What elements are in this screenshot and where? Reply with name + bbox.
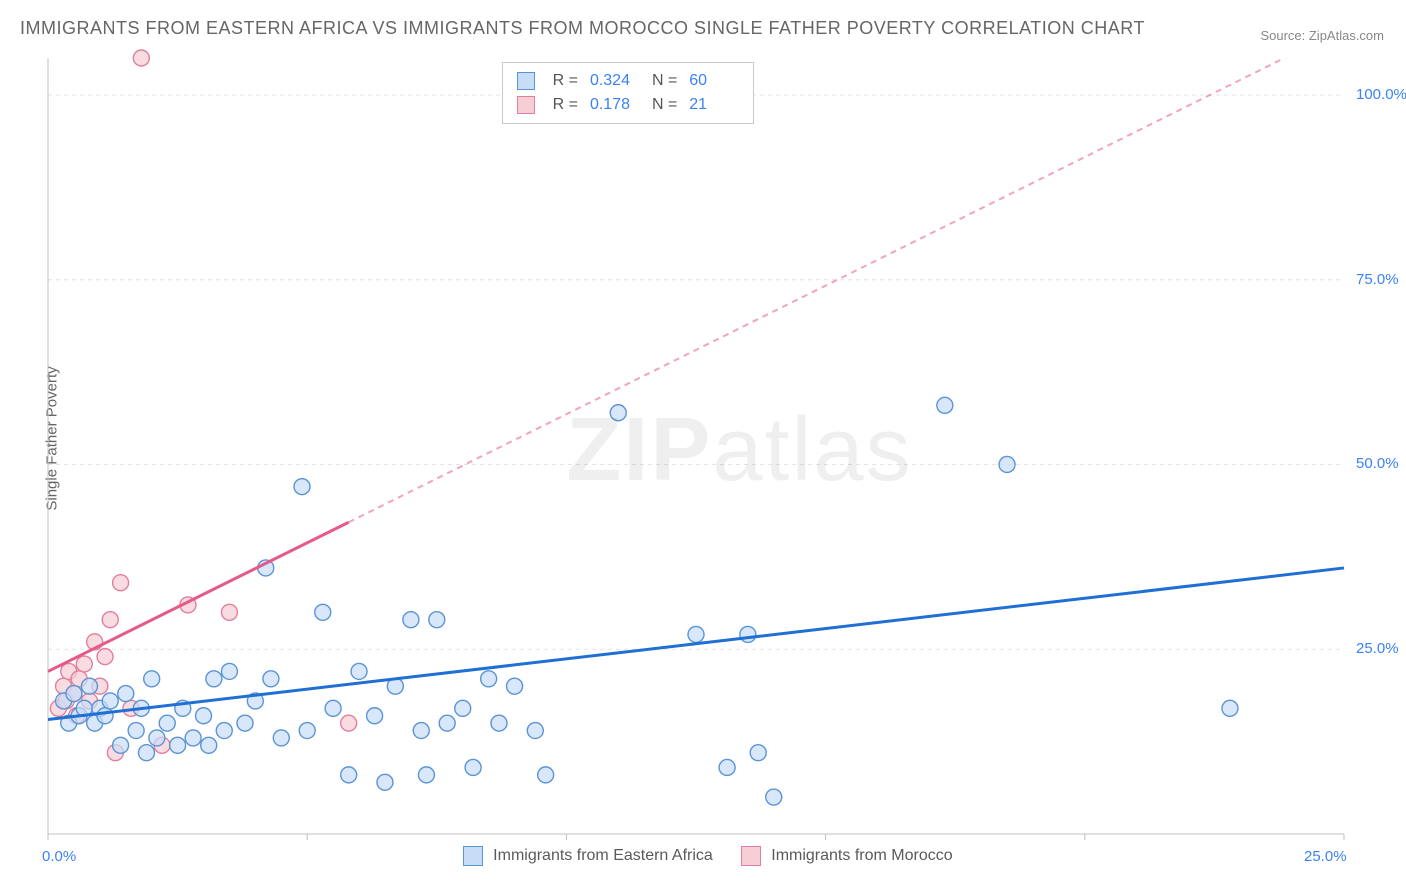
x-tick-label: 0.0% [42, 848, 76, 865]
source-attribution: Source: ZipAtlas.com [1260, 28, 1384, 43]
swatch-pink-icon [741, 846, 761, 866]
trend-line-pink [48, 522, 349, 671]
blue-point [113, 737, 129, 753]
blue-point [527, 723, 543, 739]
legend-item-pink: Immigrants from Morocco [741, 846, 953, 866]
blue-point [429, 612, 445, 628]
blue-point [299, 723, 315, 739]
trend-line-blue [48, 568, 1344, 720]
blue-point [999, 456, 1015, 472]
blue-point [170, 737, 186, 753]
blue-point [196, 708, 212, 724]
blue-point [185, 730, 201, 746]
pink-point [102, 612, 118, 628]
n-value-pink: 21 [689, 93, 739, 117]
r-value-blue: 0.324 [590, 69, 640, 93]
blue-point [538, 767, 554, 783]
blue-point [418, 767, 434, 783]
blue-point [138, 745, 154, 761]
watermark-bold: ZIP [566, 400, 712, 500]
legend-label-pink: Immigrants from Morocco [771, 847, 952, 864]
watermark-rest: atlas [712, 400, 912, 500]
blue-point [507, 678, 523, 694]
pink-point [97, 649, 113, 665]
n-value-blue: 60 [689, 69, 739, 93]
legend-label-blue: Immigrants from Eastern Africa [493, 847, 713, 864]
blue-point [413, 723, 429, 739]
y-tick-label: 50.0% [1356, 455, 1399, 472]
stat-row-blue: R = 0.324 N = 60 [517, 69, 740, 93]
pink-point [341, 715, 357, 731]
n-label: N = [652, 69, 677, 93]
blue-point [206, 671, 222, 687]
pink-point [221, 604, 237, 620]
blue-point [216, 723, 232, 739]
blue-point [367, 708, 383, 724]
blue-point [149, 730, 165, 746]
chart-title: IMMIGRANTS FROM EASTERN AFRICA VS IMMIGR… [20, 18, 1145, 39]
blue-point [455, 700, 471, 716]
correlation-stats-box: R = 0.324 N = 60 R = 0.178 N = 21 [502, 62, 755, 124]
swatch-blue-icon [463, 846, 483, 866]
pink-point [133, 50, 149, 66]
n-label: N = [652, 93, 677, 117]
r-value-pink: 0.178 [590, 93, 640, 117]
blue-point [273, 730, 289, 746]
x-tick-label: 25.0% [1304, 848, 1347, 865]
blue-point [97, 708, 113, 724]
blue-point [937, 397, 953, 413]
blue-point [81, 678, 97, 694]
pink-point [76, 656, 92, 672]
blue-point [351, 663, 367, 679]
blue-point [263, 671, 279, 687]
blue-point [102, 693, 118, 709]
blue-point [766, 789, 782, 805]
blue-point [403, 612, 419, 628]
blue-point [740, 626, 756, 642]
blue-point [118, 686, 134, 702]
blue-point [377, 774, 393, 790]
blue-point [144, 671, 160, 687]
legend-item-blue: Immigrants from Eastern Africa [463, 846, 713, 866]
blue-point [201, 737, 217, 753]
r-label: R = [553, 93, 578, 117]
source-label: Source: [1260, 28, 1308, 43]
pink-point [113, 575, 129, 591]
y-tick-label: 75.0% [1356, 271, 1399, 288]
blue-point [221, 663, 237, 679]
source-value: ZipAtlas.com [1309, 28, 1384, 43]
blue-point [750, 745, 766, 761]
blue-point [688, 626, 704, 642]
blue-point [294, 479, 310, 495]
r-label: R = [553, 69, 578, 93]
blue-point [159, 715, 175, 731]
blue-point [315, 604, 331, 620]
watermark: ZIPatlas [566, 399, 912, 502]
blue-point [325, 700, 341, 716]
blue-point [128, 723, 144, 739]
series-legend: Immigrants from Eastern Africa Immigrant… [463, 846, 953, 866]
blue-point [491, 715, 507, 731]
blue-point [481, 671, 497, 687]
blue-point [66, 686, 82, 702]
blue-point [237, 715, 253, 731]
stat-row-pink: R = 0.178 N = 21 [517, 93, 740, 117]
blue-point [439, 715, 455, 731]
blue-point [341, 767, 357, 783]
blue-point [719, 759, 735, 775]
swatch-blue-icon [517, 72, 535, 90]
y-tick-label: 25.0% [1356, 640, 1399, 657]
swatch-pink-icon [517, 96, 535, 114]
y-tick-label: 100.0% [1356, 86, 1406, 103]
blue-point [1222, 700, 1238, 716]
blue-point [465, 759, 481, 775]
